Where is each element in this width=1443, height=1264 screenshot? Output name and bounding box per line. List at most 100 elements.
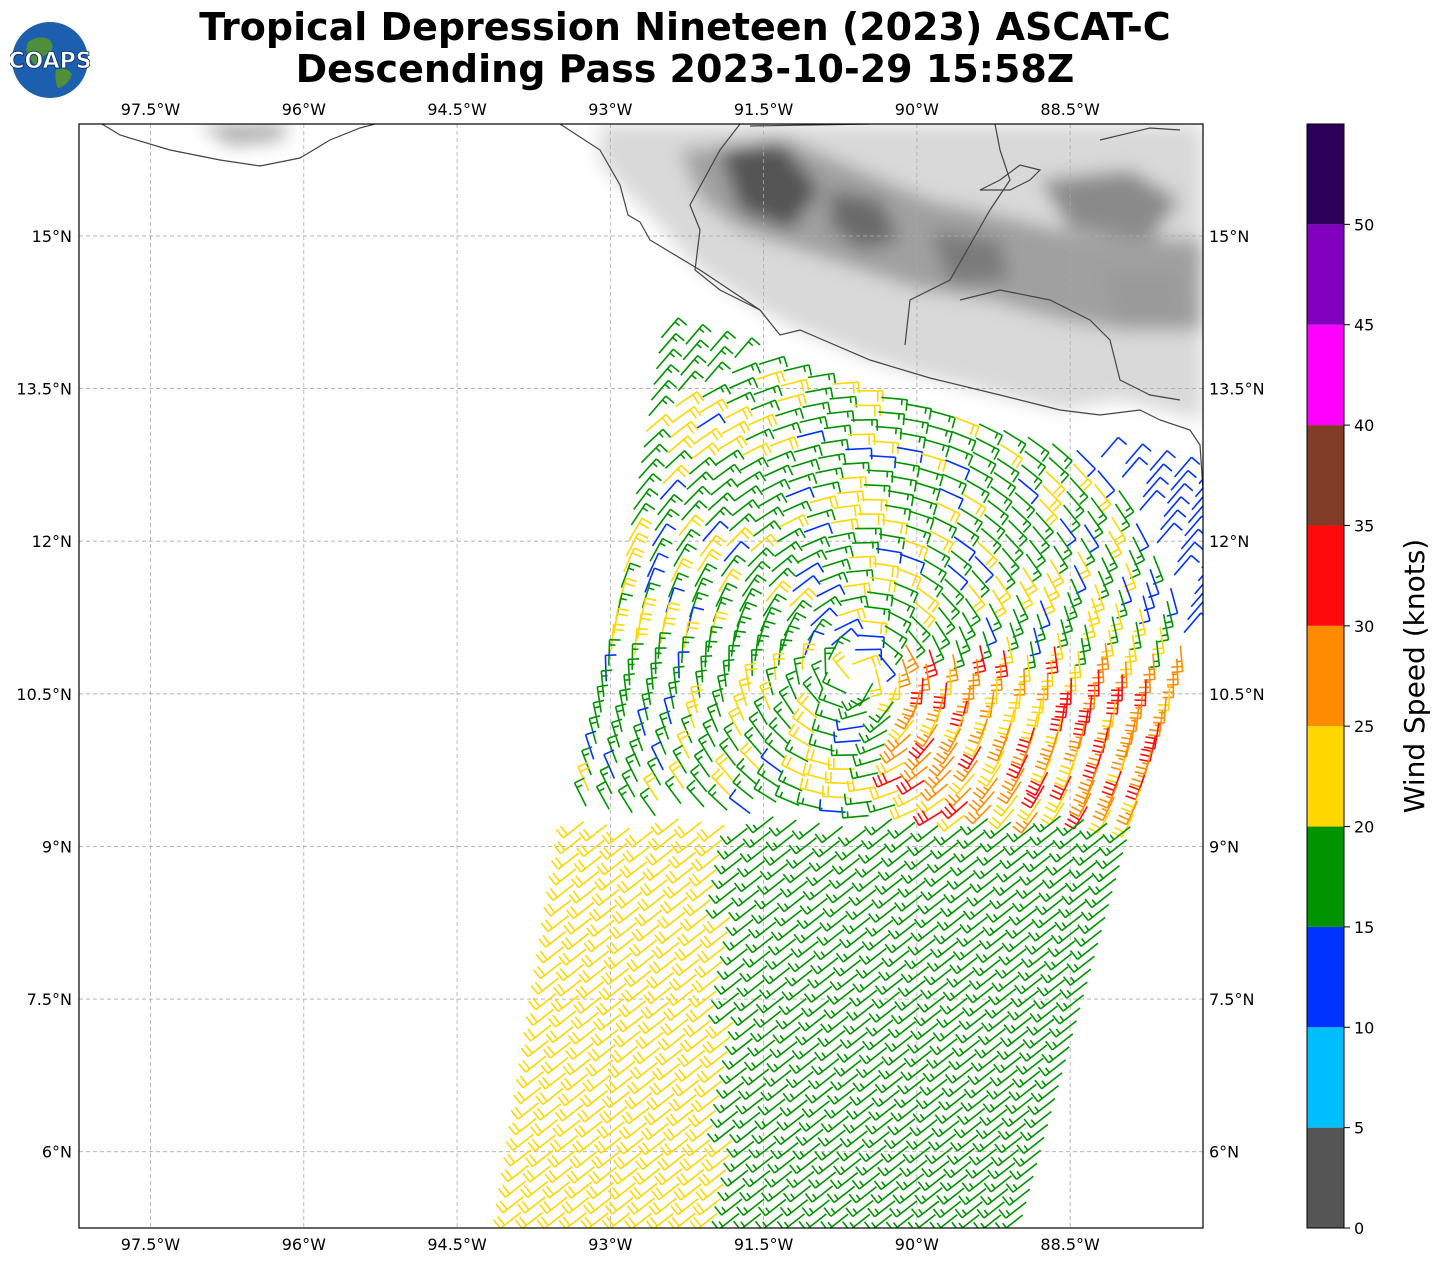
wind-barb xyxy=(498,1180,527,1198)
wind-barb xyxy=(667,435,696,454)
wind-barb xyxy=(530,977,560,995)
wind-barb xyxy=(688,869,717,887)
wind-barb xyxy=(704,640,718,668)
logo-text: COAPS xyxy=(10,49,90,74)
coastlines xyxy=(101,124,1203,491)
wind-barb xyxy=(972,451,997,475)
lon-tick-label-bottom: 93°W xyxy=(588,1235,632,1254)
wind-barb xyxy=(807,1171,837,1189)
wind-barb xyxy=(657,1033,686,1051)
wind-barb xyxy=(725,918,754,937)
wind-barb xyxy=(674,1064,703,1082)
wind-barb xyxy=(851,654,882,668)
wind-barb xyxy=(760,1083,789,1102)
wind-barb xyxy=(1077,916,1106,935)
wind-barb xyxy=(748,413,778,428)
wind-barb xyxy=(1047,940,1076,958)
wind-barb xyxy=(754,1213,784,1228)
wind-barb xyxy=(1121,456,1149,478)
wind-barb xyxy=(676,1168,705,1186)
wind-barb xyxy=(933,828,962,846)
wind-barb xyxy=(1042,484,1062,512)
wind-barb xyxy=(673,543,697,567)
wind-barb xyxy=(1102,826,1131,844)
wind-barb xyxy=(897,880,926,898)
wind-barb xyxy=(571,1135,601,1154)
wind-barb xyxy=(667,572,689,598)
wind-barb xyxy=(743,1053,773,1072)
wind-barb xyxy=(562,1058,592,1076)
wind-barb xyxy=(1129,621,1142,651)
wind-barb xyxy=(730,1008,759,1027)
wind-barb xyxy=(974,1041,1003,1059)
wind-barb xyxy=(590,1028,619,1047)
wind-barb xyxy=(658,332,685,354)
wind-barb xyxy=(614,703,627,733)
wind-barb xyxy=(990,1149,1020,1167)
wind-barb xyxy=(1035,512,1055,540)
wind-barb xyxy=(714,752,734,781)
wind-barb xyxy=(718,435,748,450)
wind-barb xyxy=(691,577,714,603)
wind-barb xyxy=(662,464,690,485)
wind-barb xyxy=(651,1182,680,1201)
wind-barb xyxy=(907,630,926,659)
lat-tick-label-right: 9°N xyxy=(1209,837,1239,856)
wind-barb xyxy=(720,1169,749,1187)
wind-barb xyxy=(843,1227,845,1228)
wind-barb xyxy=(785,670,798,700)
wind-barb xyxy=(945,459,971,481)
wind-barb xyxy=(603,952,632,970)
wind-barb xyxy=(782,500,812,513)
wind-barb xyxy=(959,818,989,836)
wind-barb xyxy=(721,1052,750,1070)
wind-barb xyxy=(1093,483,1112,512)
wind-barb xyxy=(943,886,972,904)
wind-barb xyxy=(726,1140,755,1158)
wind-barb xyxy=(866,801,896,814)
wind-barb xyxy=(894,705,918,730)
wind-barb xyxy=(944,1066,974,1084)
wind-barb xyxy=(1048,1020,1077,1038)
wind-barb xyxy=(820,1115,849,1133)
wind-barb xyxy=(518,1055,547,1073)
wind-barb xyxy=(1005,921,1034,939)
wind-barb xyxy=(743,726,763,755)
wind-barb xyxy=(807,971,836,989)
wind-barb xyxy=(840,806,869,819)
wind-barb xyxy=(641,691,653,721)
wind-barb xyxy=(791,822,820,840)
wind-barb xyxy=(845,1199,874,1218)
wind-barb xyxy=(596,858,625,876)
wind-barb xyxy=(732,1213,762,1228)
wind-barb xyxy=(789,1156,818,1175)
wind-barb xyxy=(887,922,917,940)
wind-barb xyxy=(966,479,990,504)
wind-barb xyxy=(933,927,962,945)
wind-barb xyxy=(1020,950,1050,969)
wind-barb xyxy=(786,599,813,622)
wind-barb xyxy=(766,1055,795,1073)
wind-barb xyxy=(839,1031,868,1049)
wind-barb xyxy=(808,733,835,752)
wind-barb xyxy=(746,1039,776,1057)
wind-barb xyxy=(698,1169,727,1187)
wind-barb xyxy=(623,672,635,701)
wind-barbs xyxy=(493,317,1203,1228)
wind-barb xyxy=(1012,811,1038,834)
wind-barb xyxy=(944,787,972,807)
wind-barb xyxy=(791,458,821,471)
wind-barb xyxy=(929,940,959,959)
wind-barb xyxy=(824,647,836,675)
wind-barb xyxy=(852,755,882,767)
wind-barb xyxy=(664,450,693,469)
lat-tick-label-right: 7.5°N xyxy=(1209,990,1254,1009)
wind-barb xyxy=(914,1187,943,1205)
wind-barb xyxy=(805,868,834,887)
wind-barb xyxy=(881,639,903,666)
wind-barb xyxy=(1059,518,1077,547)
wind-barb xyxy=(936,1187,965,1205)
wind-barb xyxy=(807,618,833,641)
wind-barb xyxy=(768,819,797,837)
wind-barb xyxy=(495,1196,524,1214)
